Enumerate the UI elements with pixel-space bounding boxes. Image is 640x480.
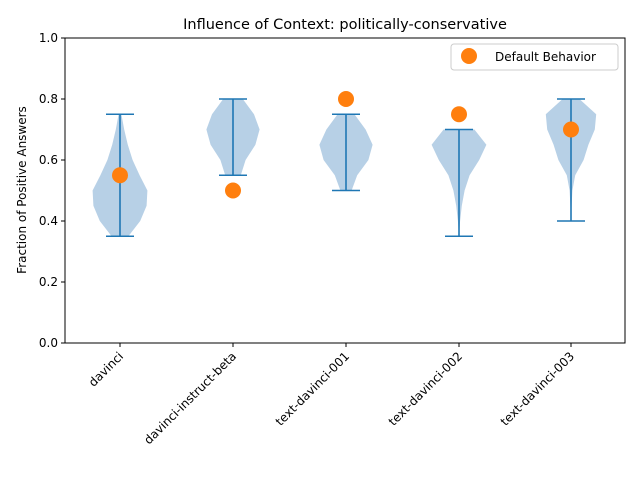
x-tick-label: text-davinci-002 <box>386 349 465 428</box>
y-tick-label: 0.6 <box>39 153 58 167</box>
default-behavior-point <box>451 106 467 123</box>
y-tick-label: 0.8 <box>39 92 58 106</box>
y-axis-label: Fraction of Positive Answers <box>15 106 29 274</box>
x-tick-label: davinci-instruct-beta <box>141 349 239 447</box>
y-tick-label: 0.0 <box>39 336 58 350</box>
range-lines-layer <box>106 98 585 238</box>
legend: Default Behavior <box>450 43 619 71</box>
x-tick-label: text-davinci-001 <box>273 349 352 428</box>
default-behavior-point <box>112 167 128 184</box>
y-tick-label: 1.0 <box>39 31 58 45</box>
chart-title: Influence of Context: politically-conser… <box>183 17 507 33</box>
default-behavior-point <box>563 121 579 138</box>
legend-frame <box>450 43 619 71</box>
x-tick-label: text-davinci-003 <box>498 349 577 428</box>
legend-label: Default Behavior <box>495 50 596 64</box>
violins-layer <box>92 99 597 237</box>
default-behavior-point <box>225 182 241 199</box>
y-tick-label: 0.2 <box>39 275 58 289</box>
legend-marker <box>461 48 477 64</box>
x-tick-label: davinci <box>86 349 126 389</box>
default-markers-layer <box>112 91 579 199</box>
default-behavior-point <box>338 91 354 107</box>
x-axis: davinci davinci-instruct-beta text-davinci… <box>86 343 577 447</box>
y-tick-label: 0.4 <box>39 214 58 228</box>
y-axis: 0.0 0.2 0.4 0.6 0.8 1.0 <box>39 31 65 350</box>
axes-frame <box>64 37 626 344</box>
